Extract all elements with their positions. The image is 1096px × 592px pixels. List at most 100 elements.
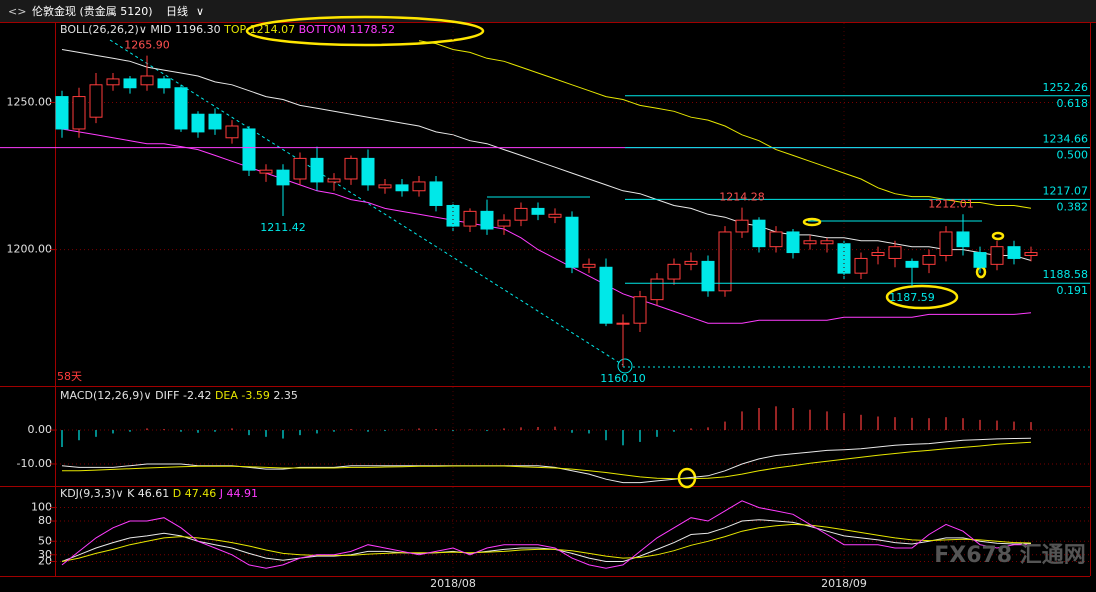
legend-item: DIFF: [155, 389, 179, 402]
plot-area: [55, 40, 1038, 368]
candle-body: [1007, 246, 1021, 259]
candle-body: [89, 84, 103, 118]
candle-body: [463, 210, 477, 227]
candle-body: [888, 246, 902, 259]
candle-body: [225, 125, 239, 139]
toolbar-icon[interactable]: <>: [8, 5, 26, 18]
period[interactable]: 日线: [166, 4, 188, 18]
price-annotation: 1160.10: [600, 372, 646, 385]
candle-body: [939, 231, 953, 257]
symbol[interactable]: 伦敦金现 (贵金属 5120): [32, 4, 153, 18]
low-marker: [617, 358, 633, 374]
y-tick-label: 30: [38, 548, 52, 561]
y-tick-label: 20: [38, 555, 52, 568]
level-ratio: 0.618: [1057, 97, 1089, 110]
y-tick-label: 1200.00: [7, 243, 53, 256]
candle-body: [310, 157, 324, 183]
candle-body: [905, 260, 919, 268]
legend-item: 46.61: [138, 487, 170, 500]
watermark: FX678 汇通网: [934, 543, 1086, 568]
candle-body: [259, 169, 273, 174]
candle-body: [684, 260, 698, 265]
legend-item: J: [219, 487, 223, 500]
indicator-line: [61, 523, 1032, 562]
legend-item: DEA: [215, 389, 238, 402]
candle-body: [497, 219, 511, 227]
candle-body: [973, 252, 987, 268]
x-tick-label: 2018/08: [430, 577, 476, 590]
indicator-line: [61, 49, 1032, 261]
level-value: 1217.07: [1043, 184, 1089, 197]
toolbar: [0, 0, 1096, 22]
candle-body: [174, 87, 188, 130]
y-tick-label: 50: [38, 534, 52, 547]
candle-body: [191, 113, 205, 133]
legend-item: BOLL(26,26,2): [60, 23, 139, 36]
y-tick-label: -10.00: [17, 457, 52, 470]
legend-item: ∨: [139, 23, 151, 36]
candle-body: [769, 231, 783, 248]
y-tick-label: 0.00: [28, 423, 53, 436]
indicator-legend: KDJ(9,3,3)∨ K 46.61 D 47.46 J 44.91: [60, 487, 258, 500]
price-annotation: 1187.59: [889, 291, 935, 304]
candle-body: [106, 78, 120, 86]
legend-item: ∨: [116, 487, 128, 500]
legend-item: D: [173, 487, 181, 500]
highlight-ellipse: [245, 15, 485, 47]
level-value: 1234.66: [1043, 133, 1089, 146]
candle-body: [157, 78, 171, 89]
highlight-ellipse: [991, 231, 1005, 241]
highlight-ellipse: [885, 284, 959, 310]
candle-body: [276, 169, 290, 186]
candle-body: [548, 213, 562, 218]
highlight-ellipse: [802, 217, 822, 227]
candle-body: [242, 128, 256, 171]
panel-borders: [0, 22, 1096, 577]
legend-item: ∨: [144, 389, 156, 402]
candle-body: [412, 181, 426, 192]
candle-body: [514, 207, 528, 221]
candle-body: [599, 266, 613, 324]
candle-body: [616, 322, 630, 325]
candle-body: [701, 260, 715, 292]
legend-item: KDJ(9,3,3): [60, 487, 116, 500]
days-label: 58天: [57, 370, 82, 383]
legend-item: 2.35: [273, 389, 298, 402]
dropdown-arrow[interactable]: ∨: [196, 5, 204, 18]
price-annotation: 1265.90: [124, 39, 170, 52]
indicator-line: [62, 441, 1032, 480]
candle-body: [837, 243, 851, 274]
level-ratio: 0.382: [1057, 200, 1089, 213]
candle-body: [123, 78, 137, 89]
candle-body: [718, 231, 732, 292]
candle-body: [55, 96, 69, 130]
level-value: 1252.26: [1043, 81, 1089, 94]
legend-item: MID: [150, 23, 171, 36]
legend-item: TOP: [223, 23, 246, 36]
trend-line: [109, 39, 624, 366]
candle-body: [735, 219, 749, 233]
candle-body: [208, 113, 222, 130]
candle-body: [565, 216, 579, 268]
price-annotation: 1212.01: [928, 197, 974, 210]
indicator-line: [418, 40, 1032, 209]
candle-body: [531, 207, 545, 215]
candle-body: [820, 240, 834, 245]
candle-body: [871, 252, 885, 257]
candle-body: [1024, 252, 1038, 257]
legend-item: -2.42: [183, 389, 211, 402]
candle-body: [480, 210, 494, 230]
candle-body: [582, 263, 596, 268]
candle-body: [395, 184, 409, 192]
candle-body: [854, 257, 868, 274]
candle-body: [803, 240, 817, 245]
price-annotation: 1211.42: [260, 221, 306, 234]
candle-body: [327, 178, 341, 183]
legend-item: 1178.52: [350, 23, 396, 36]
legend-item: -3.59: [241, 389, 269, 402]
candle-body: [293, 157, 307, 180]
level-value: 1188.58: [1043, 268, 1089, 281]
legend-item: MACD(12,26,9): [60, 389, 144, 402]
